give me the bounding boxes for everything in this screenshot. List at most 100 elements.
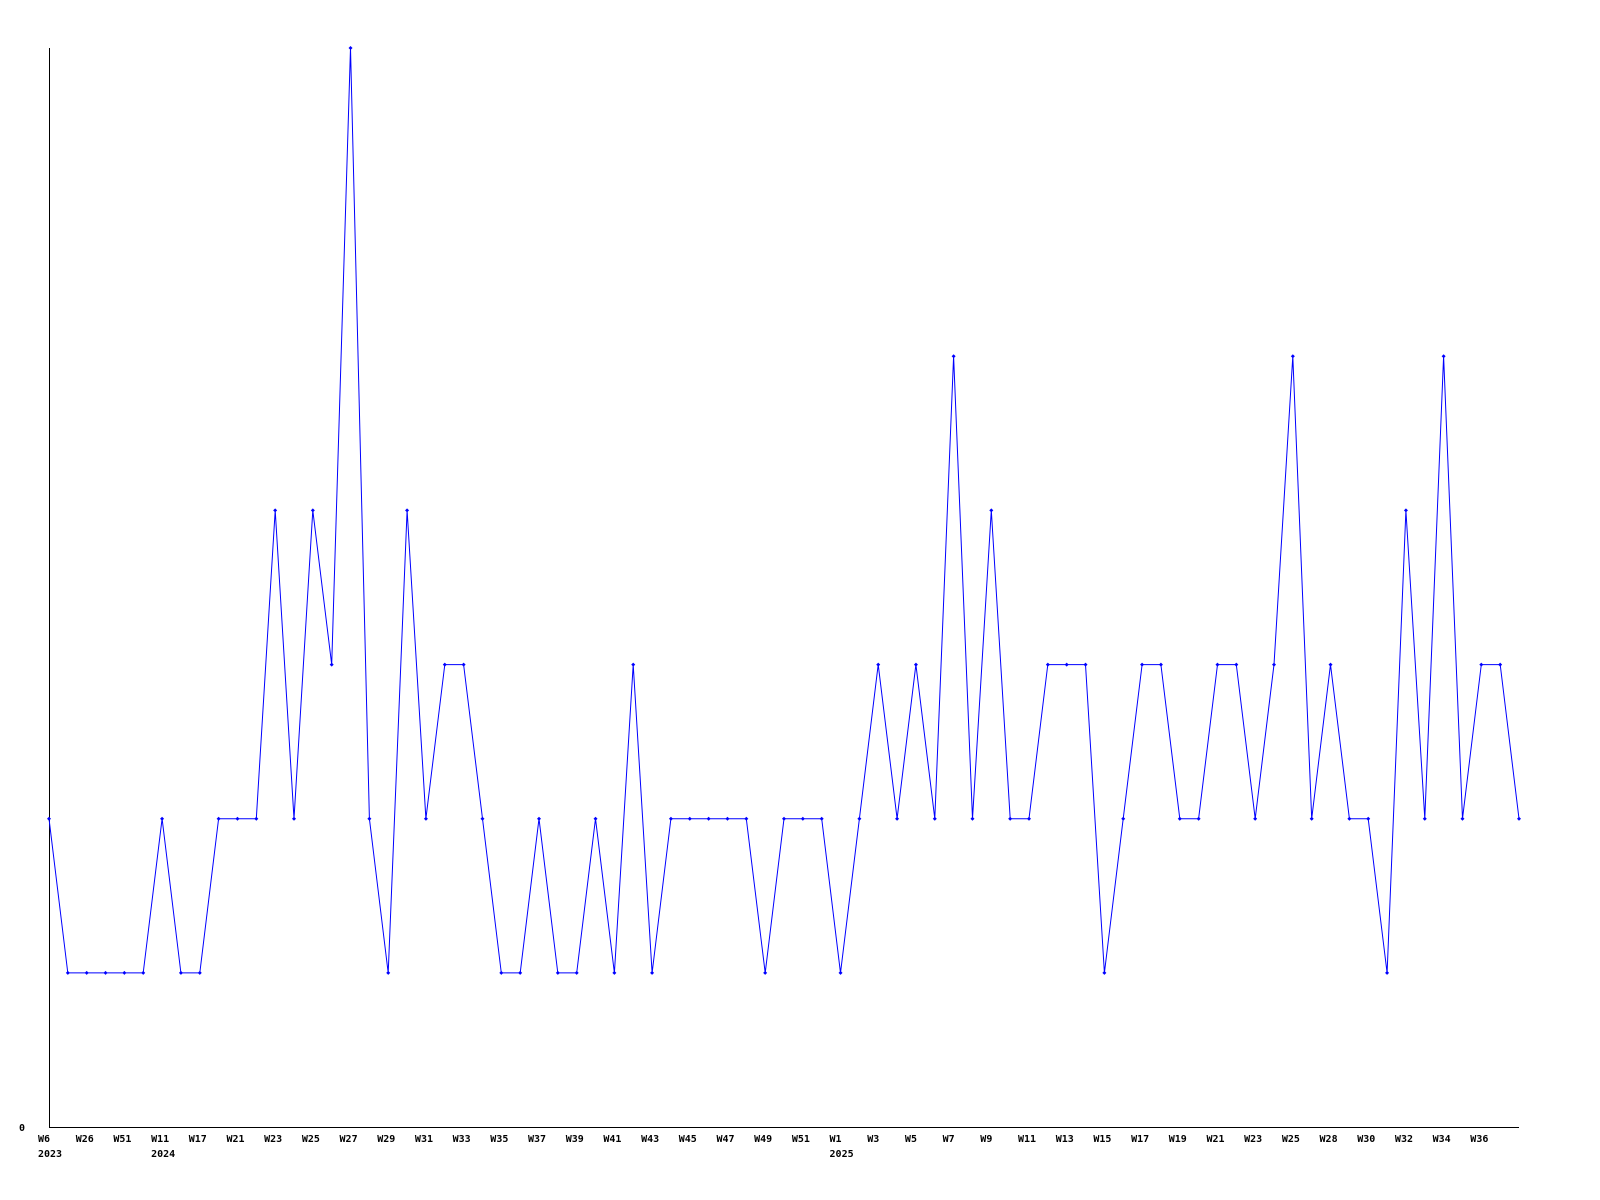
data-point [800, 816, 805, 821]
data-point [423, 816, 428, 821]
data-point [292, 816, 296, 821]
data-point [480, 816, 485, 821]
x-tick-label: W11 [151, 1134, 169, 1145]
year-label: 2025 [830, 1149, 854, 1160]
data-point [1366, 816, 1371, 821]
data-point [1498, 662, 1503, 667]
year-label: 2024 [151, 1149, 175, 1160]
data-point [216, 816, 221, 821]
x-tick-label: W23 [264, 1134, 282, 1145]
data-point [1215, 662, 1220, 667]
x-tick-label: W19 [1169, 1134, 1187, 1145]
x-tick-label: W36 [1470, 1134, 1488, 1145]
data-point [405, 508, 410, 513]
year-labels: 2023 2024 2025 [38, 1149, 854, 1160]
data-point [1045, 662, 1050, 667]
data-point [1140, 662, 1145, 667]
data-point [857, 816, 862, 821]
data-point [1253, 816, 1258, 821]
x-tick-label: W21 [226, 1134, 244, 1145]
data-point [744, 816, 749, 821]
x-tick-label: W32 [1395, 1134, 1413, 1145]
data-point [763, 970, 768, 975]
x-tick-label: W17 [1131, 1134, 1149, 1145]
data-point [1027, 816, 1031, 821]
data-point [461, 662, 466, 667]
x-tick-label: W3 [867, 1134, 879, 1145]
data-point [1196, 816, 1201, 821]
data-point [989, 508, 994, 513]
data-point [1121, 816, 1126, 821]
data-point [593, 816, 598, 821]
data-point [160, 816, 165, 821]
x-tick-label: W47 [716, 1134, 734, 1145]
year-label: 2023 [38, 1149, 62, 1160]
data-point [612, 970, 617, 975]
data-point [668, 816, 673, 821]
x-tick-label: W23 [1244, 1134, 1262, 1145]
data-point [367, 816, 372, 821]
data-point [1234, 662, 1239, 667]
data-point [178, 970, 183, 975]
data-point [932, 816, 937, 821]
data-point [1083, 662, 1088, 667]
data-point [122, 970, 127, 975]
data-point [1403, 508, 1408, 513]
data-point [141, 970, 146, 975]
data-point [1008, 816, 1013, 821]
x-tick-label: W11 [1018, 1134, 1036, 1145]
x-tick-label: W26 [76, 1134, 94, 1145]
x-tick-label: W51 [792, 1134, 810, 1145]
data-point [273, 508, 278, 513]
x-tick-labels: W6 W26 W51 W11 W17 W21 W23 W25 W27 W29 W31 W33 W35 W3… [38, 1134, 1488, 1145]
data-point [951, 354, 956, 359]
x-tick-label: W31 [415, 1134, 433, 1145]
x-tick-label: W45 [679, 1134, 697, 1145]
data-point [197, 970, 202, 975]
x-tick-label: W9 [980, 1134, 992, 1145]
data-point [386, 970, 391, 975]
x-tick-label: W25 [302, 1134, 320, 1145]
data-point [1158, 662, 1163, 667]
data-point [1328, 662, 1333, 667]
data-point [1102, 970, 1107, 975]
data-point [84, 970, 89, 975]
data-point [1177, 816, 1182, 821]
data-point [895, 816, 900, 821]
data-point [1272, 662, 1276, 667]
data-point [782, 816, 786, 821]
data-point [876, 662, 881, 667]
x-tick-label: W30 [1357, 1134, 1375, 1145]
data-point [1441, 354, 1446, 359]
data-point [235, 816, 240, 821]
data-point [442, 662, 447, 667]
x-tick-label: W35 [490, 1134, 508, 1145]
x-tick-label: W39 [566, 1134, 584, 1145]
x-tick-label: W15 [1093, 1134, 1111, 1145]
data-point [838, 970, 843, 975]
x-tick-label: W49 [754, 1134, 772, 1145]
data-point [329, 662, 334, 667]
data-point [1347, 816, 1352, 821]
data-point [1385, 970, 1390, 975]
x-tick-label: W1 [830, 1134, 842, 1145]
data-point [348, 46, 353, 50]
data-point [518, 970, 523, 975]
data-point [1460, 816, 1465, 821]
data-point [970, 816, 975, 821]
data-point [65, 970, 70, 975]
data-point [555, 970, 560, 975]
data-point [1064, 662, 1069, 667]
data-point [1290, 354, 1295, 359]
data-point [913, 662, 918, 667]
x-tick-label: W41 [603, 1134, 621, 1145]
data-point [1422, 816, 1427, 821]
data-point [310, 508, 315, 513]
data-point [687, 816, 692, 821]
data-point [650, 970, 655, 975]
data-point [706, 816, 711, 821]
x-tick-label: W17 [189, 1134, 207, 1145]
data-point [631, 662, 636, 667]
x-tick-label: W7 [943, 1134, 955, 1145]
x-tick-label: W33 [453, 1134, 471, 1145]
